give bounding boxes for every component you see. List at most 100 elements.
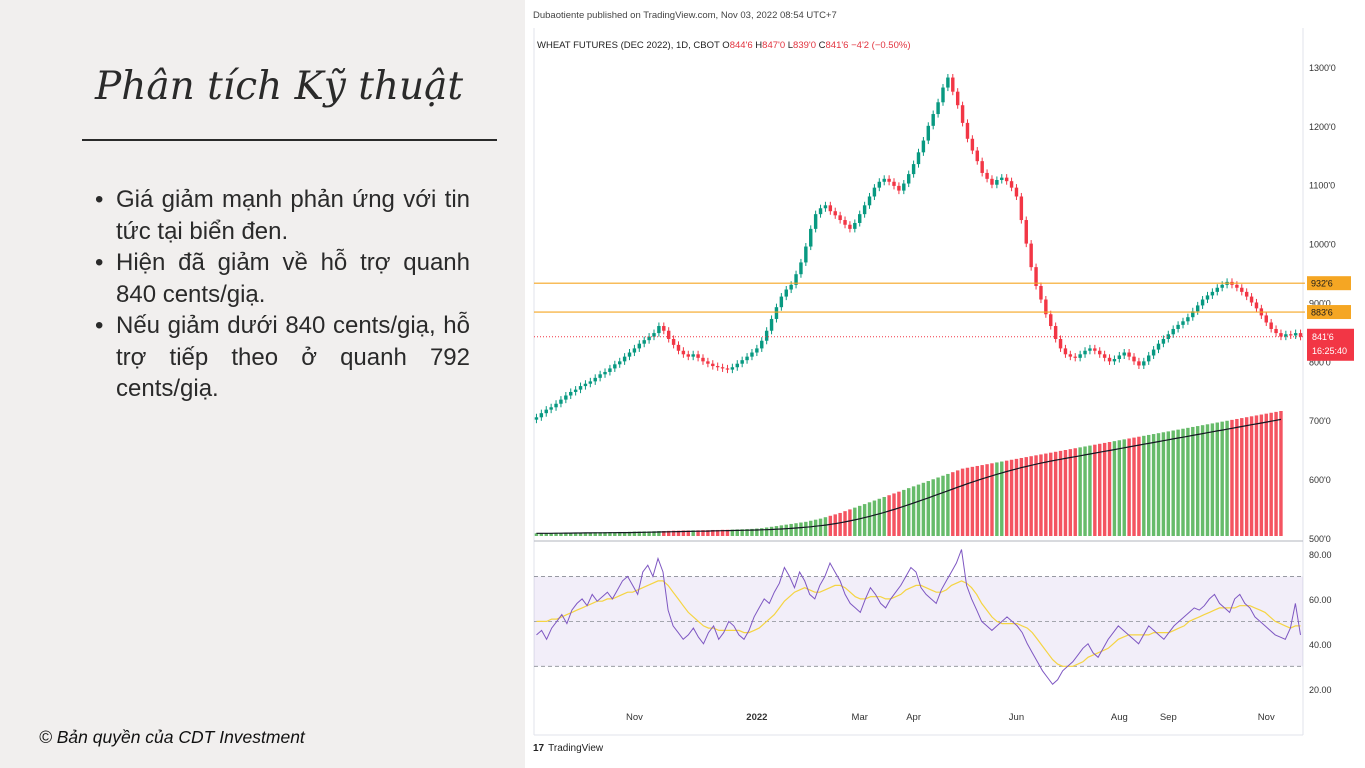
volume-bar bbox=[1142, 435, 1146, 536]
candle-body bbox=[1117, 355, 1122, 359]
volume-bar bbox=[637, 531, 642, 536]
candle-body bbox=[662, 326, 666, 331]
volume-bar bbox=[774, 526, 779, 536]
volume-bar bbox=[936, 477, 940, 536]
ohlc-change: −4'2 (−0.50%) bbox=[851, 40, 911, 51]
title-underline bbox=[82, 139, 497, 141]
candle-body bbox=[676, 344, 681, 351]
volume-bar bbox=[657, 531, 661, 536]
copyright-note: © Bản quyền của CDT Investment bbox=[39, 727, 305, 747]
candle-body bbox=[1044, 299, 1048, 315]
volume-bar bbox=[613, 532, 617, 536]
candle-body bbox=[613, 364, 617, 369]
candle-body bbox=[980, 161, 984, 173]
volume-bar bbox=[1279, 411, 1283, 536]
tradingview-logo-mark: 17 bbox=[533, 743, 545, 754]
candle-body bbox=[799, 262, 803, 275]
candle-body bbox=[593, 377, 597, 382]
time-tick-label: Apr bbox=[906, 712, 921, 723]
volume-bar bbox=[872, 500, 877, 536]
volume-bar bbox=[1127, 438, 1131, 536]
volume-bar bbox=[955, 470, 960, 536]
rsi-tick-label: 80.00 bbox=[1309, 550, 1332, 560]
candle-body bbox=[1200, 299, 1205, 306]
volume-bar bbox=[1000, 461, 1004, 536]
candle-body bbox=[1205, 295, 1210, 300]
volume-bar bbox=[735, 529, 739, 536]
candle-body bbox=[877, 181, 882, 188]
volume-bar bbox=[569, 532, 573, 536]
candle-body bbox=[1132, 356, 1136, 362]
candle-body bbox=[828, 205, 833, 212]
candle-body bbox=[1289, 334, 1293, 336]
volume-bar bbox=[662, 531, 666, 536]
volume-bar bbox=[818, 518, 823, 536]
volume-bar bbox=[926, 481, 931, 536]
volume-bar bbox=[897, 491, 901, 536]
candle-body bbox=[652, 333, 656, 337]
candle-body bbox=[1004, 177, 1009, 182]
candle-body bbox=[931, 114, 935, 126]
candle-body bbox=[578, 386, 583, 390]
volume-bar bbox=[1029, 456, 1033, 536]
candle-body bbox=[823, 205, 828, 209]
tradingview-logo[interactable]: 17 TradingView bbox=[533, 743, 603, 754]
volume-bar bbox=[902, 489, 906, 536]
candle-body bbox=[892, 181, 896, 186]
volume-bar bbox=[970, 466, 975, 536]
price-tick-label: 500'0 bbox=[1309, 534, 1331, 544]
candle-body bbox=[1049, 314, 1053, 327]
candle-body bbox=[1220, 284, 1224, 288]
price-chart[interactable]: 1300'0 1200'0 1100'0 1000'0 900'0 800'0 700'0 6… bbox=[525, 0, 1365, 768]
volume-bar bbox=[1210, 423, 1215, 536]
candle-body bbox=[833, 211, 837, 216]
volume-bar bbox=[1049, 452, 1053, 536]
candle-body bbox=[1240, 287, 1244, 292]
volume-bar bbox=[598, 532, 602, 536]
volume-bar bbox=[1220, 421, 1224, 536]
volume-bar bbox=[608, 532, 612, 536]
candle-body bbox=[691, 354, 695, 357]
candle-body bbox=[1195, 305, 1200, 312]
candle-body bbox=[1284, 334, 1288, 337]
volume-bar bbox=[1034, 455, 1038, 536]
volume-bar bbox=[1215, 422, 1219, 536]
last-price-badge bbox=[1307, 328, 1354, 361]
candle-body bbox=[1298, 333, 1303, 337]
candle-body bbox=[1073, 356, 1077, 358]
bullet-list: Giá giảm mạnh phản ứng với tin tức tại b… bbox=[95, 184, 470, 405]
volume-bar bbox=[745, 529, 749, 536]
volume-bar bbox=[1166, 431, 1171, 536]
support-level-badge bbox=[1307, 305, 1351, 320]
time-tick-label: Sep bbox=[1160, 712, 1177, 723]
time-tick-label: Nov bbox=[1258, 712, 1275, 723]
volume-bar bbox=[1235, 418, 1239, 536]
volume-bar bbox=[833, 514, 837, 536]
volume-bar bbox=[676, 530, 681, 536]
support-level-badge bbox=[1307, 276, 1351, 291]
candle-body bbox=[774, 307, 779, 319]
rsi-line bbox=[536, 549, 1301, 686]
candle-body bbox=[1264, 315, 1268, 323]
volume-bar bbox=[554, 532, 558, 536]
candle-body bbox=[838, 215, 842, 221]
volume-bar bbox=[549, 533, 553, 536]
volume-bar bbox=[794, 523, 798, 536]
volume-bar bbox=[1186, 427, 1190, 536]
volume-bar bbox=[706, 530, 710, 536]
candle-body bbox=[1254, 302, 1259, 309]
candle-body bbox=[990, 178, 994, 185]
candle-body bbox=[804, 246, 808, 263]
candle-body bbox=[671, 338, 676, 345]
volume-bar bbox=[892, 493, 896, 536]
candle-body bbox=[843, 220, 847, 225]
bullet-item: Hiện đã giảm về hỗ trợ quanh 840 cents/g… bbox=[95, 247, 470, 310]
volume-bar bbox=[858, 505, 862, 536]
candle-body bbox=[1088, 348, 1092, 351]
candle-body bbox=[902, 183, 906, 191]
candle-body bbox=[985, 172, 989, 179]
candle-body bbox=[809, 228, 813, 247]
volume-bar bbox=[666, 530, 671, 536]
volume-bar bbox=[941, 475, 945, 536]
volume-bar bbox=[1014, 458, 1019, 536]
